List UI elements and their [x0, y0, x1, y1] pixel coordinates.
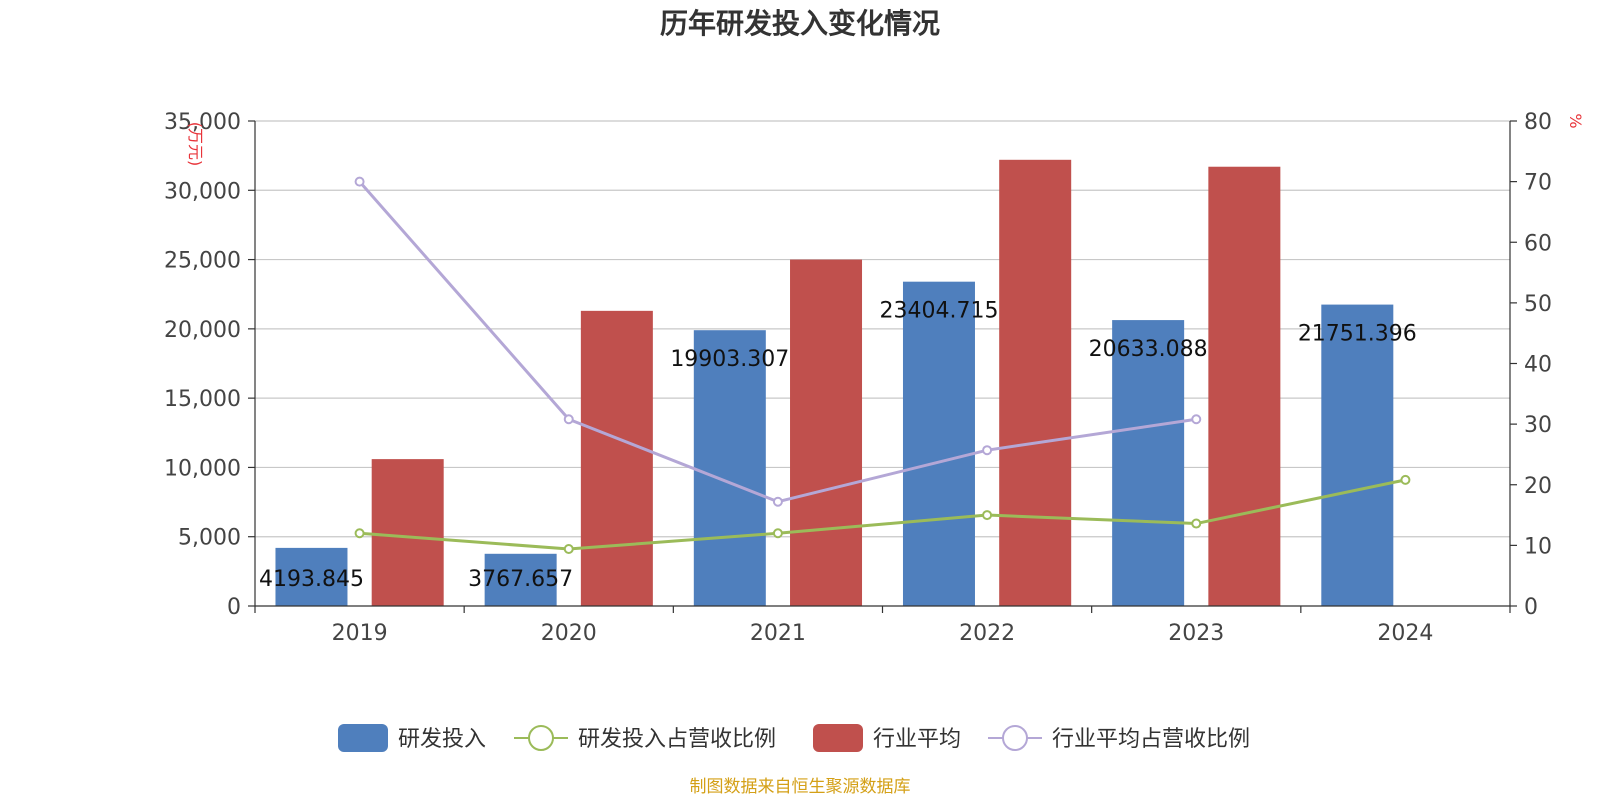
grid — [255, 120, 1510, 538]
bar — [1112, 320, 1185, 606]
left-axis-unit: (万元) — [186, 122, 205, 167]
data-label: 23404.715 — [879, 299, 998, 324]
data-label: 3767.657 — [468, 567, 573, 592]
legend: 研发投入 研发投入占营收比例 行业平均 行业平均占营收比例 — [338, 724, 1250, 752]
lines — [354, 176, 1411, 555]
right-axis-tick-label: 60 — [1524, 231, 1552, 256]
left-axis-tick-label: 10,000 — [164, 456, 241, 481]
bar — [371, 459, 444, 606]
bar — [902, 281, 975, 606]
x-axis-tick-label: 2022 — [959, 621, 1015, 646]
left-axis-tick-label: 30,000 — [164, 179, 241, 204]
line-point — [563, 544, 574, 555]
right-axis-unit: % — [1566, 113, 1585, 128]
right-axis-tick-label: 80 — [1524, 110, 1552, 135]
x-axis-tick-label: 2020 — [541, 621, 597, 646]
right-axis-tick-label: 40 — [1524, 353, 1552, 378]
line-point — [563, 414, 574, 425]
data-label: 20633.088 — [1089, 337, 1208, 362]
bar — [275, 547, 348, 606]
left-axis-tick-label: 35,000 — [164, 110, 241, 135]
left-axis-tick-label: 5,000 — [178, 526, 241, 551]
bar — [484, 553, 557, 606]
series-line — [359, 478, 1406, 551]
legend-label: 行业平均占营收比例 — [1052, 727, 1250, 752]
bar — [1208, 166, 1281, 606]
legend-swatch — [813, 724, 863, 752]
left-axis-tick-label: 0 — [227, 595, 241, 620]
x-axis-tick-label: 2019 — [332, 621, 388, 646]
line-point — [982, 510, 993, 521]
legend-label: 行业平均 — [873, 727, 961, 752]
legend-swatch-marker — [528, 725, 554, 751]
line-point — [1191, 518, 1202, 529]
line-point — [1191, 414, 1202, 425]
right-axis-tick-label: 70 — [1524, 171, 1552, 196]
line-point — [1400, 474, 1411, 485]
right-axis-tick-label: 30 — [1524, 413, 1552, 438]
legend-swatch-marker — [1002, 725, 1028, 751]
legend-label: 研发投入 — [398, 727, 486, 752]
right-axis-tick-label: 0 — [1524, 595, 1538, 620]
bar — [999, 159, 1072, 607]
line-point — [354, 528, 365, 539]
bar — [790, 259, 863, 606]
left-axis-tick-label: 25,000 — [164, 249, 241, 274]
line-point — [354, 176, 365, 187]
axes: 0 5,000 10,000 15,000 20,000 25,000 30,000 35,0… — [164, 110, 1552, 646]
data-labels: 4193.845 3767.657 19903.307 23404.715 20633.… — [259, 299, 1417, 592]
right-axis-tick-label: 50 — [1524, 292, 1552, 317]
right-axis-tick-label: 20 — [1524, 474, 1552, 499]
data-label: 4193.845 — [259, 567, 364, 592]
line-point — [982, 445, 993, 456]
line-point — [772, 528, 783, 539]
line-point — [772, 496, 783, 507]
right-axis-tick-label: 10 — [1524, 534, 1552, 559]
left-axis-tick-label: 20,000 — [164, 318, 241, 343]
legend-label: 研发投入占营收比例 — [578, 727, 776, 752]
bar — [693, 330, 766, 606]
data-label: 19903.307 — [670, 347, 789, 372]
source-note: 制图数据来自恒生聚源数据库 — [690, 777, 911, 797]
bars — [275, 159, 1394, 607]
data-label: 21751.396 — [1298, 322, 1417, 347]
left-axis-tick-label: 15,000 — [164, 387, 241, 412]
bar — [580, 310, 653, 606]
x-axis-tick-label: 2024 — [1377, 621, 1433, 646]
x-axis-tick-label: 2023 — [1168, 621, 1224, 646]
chart-title: 历年研发投入变化情况 — [660, 7, 940, 40]
legend-swatch — [338, 724, 388, 752]
x-axis-tick-label: 2021 — [750, 621, 806, 646]
bar — [1321, 304, 1394, 606]
